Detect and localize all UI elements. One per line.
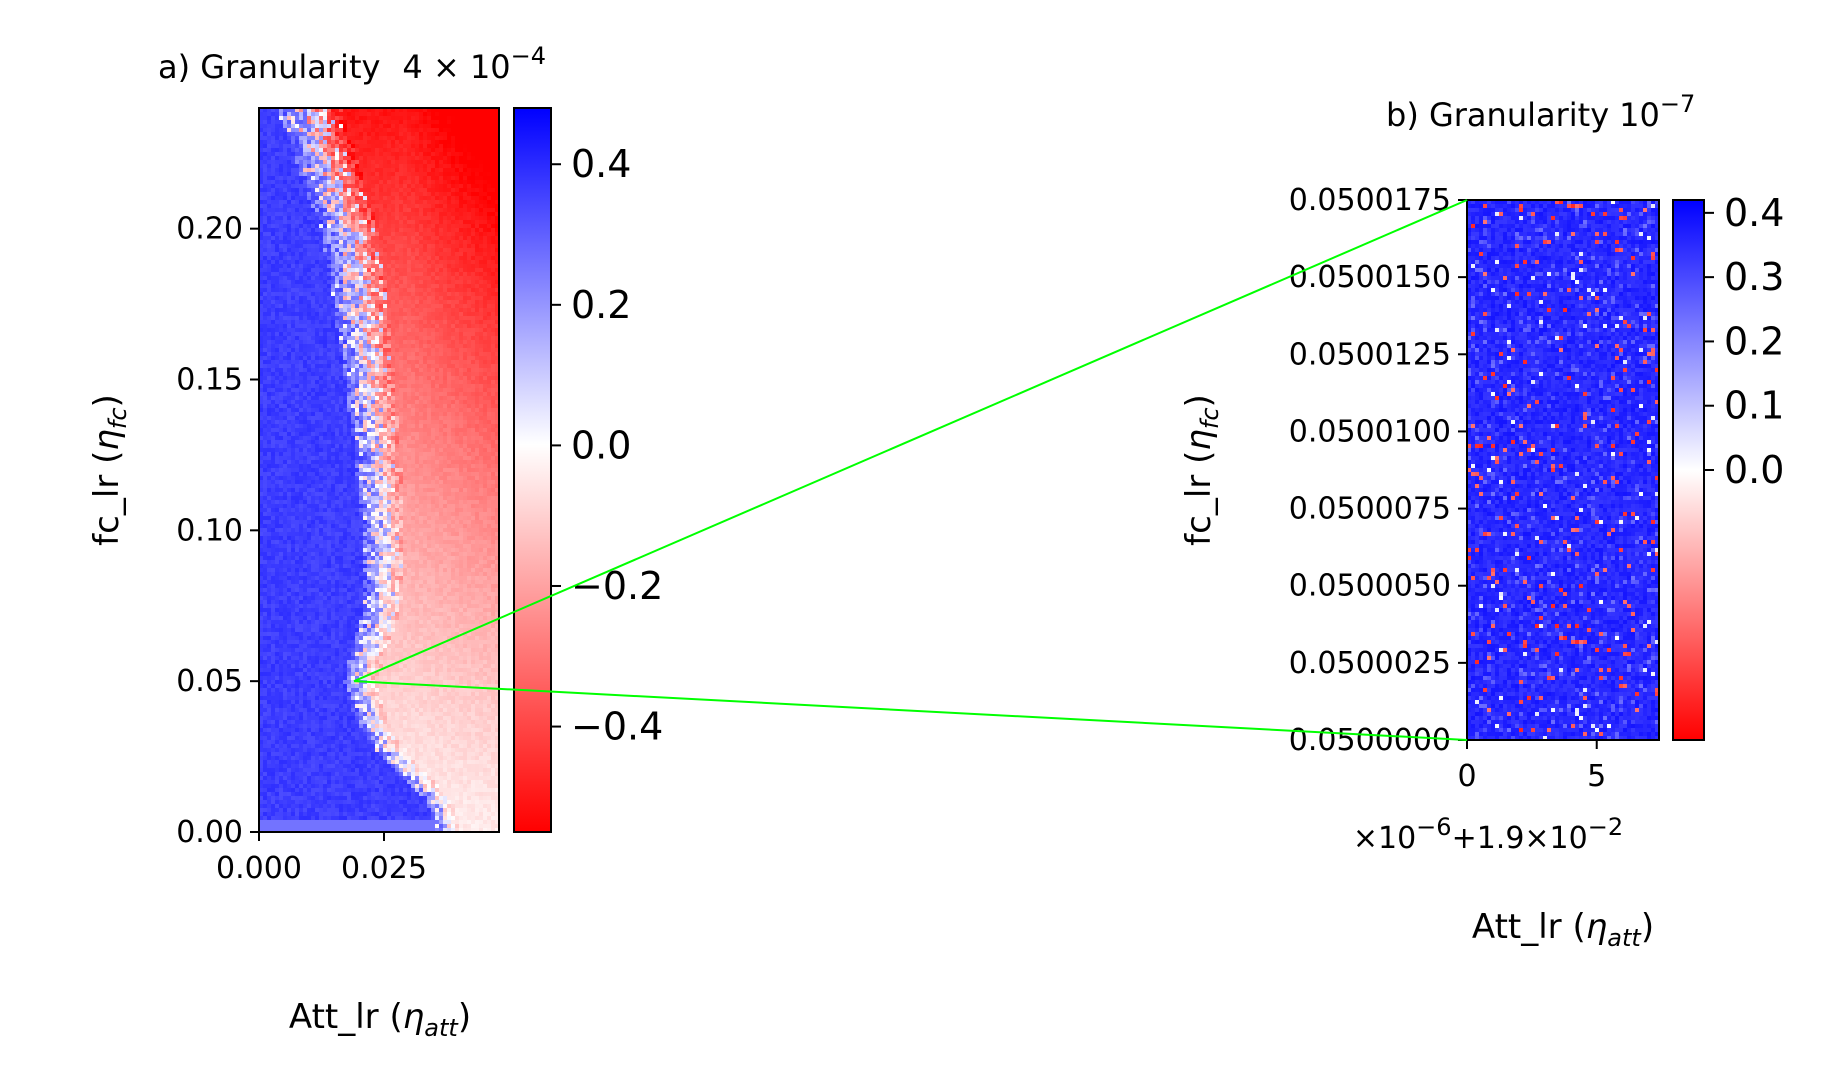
y-tick-label: 0.0500075: [1289, 492, 1451, 527]
y-tick-label: 0.0500100: [1289, 414, 1451, 449]
panel-b-y-axis: 0.0500000 0.0500025 0.0500050 0.0500075 0.05…: [1289, 183, 1467, 758]
y-tick-label: 0.10: [176, 513, 243, 548]
y-tick-label: 0.0500025: [1289, 646, 1451, 681]
panel-b-title: b) Granularity 10−7: [1386, 90, 1695, 134]
panel-a-colorbar: −0.4 −0.2 0.0 0.2 0.4: [513, 107, 663, 833]
y-tick-label: 0.20: [176, 212, 243, 247]
panel-a-y-axis: 0.00 0.05 0.10 0.15 0.20: [176, 212, 259, 850]
zoom-line-bottom: [353, 680, 1468, 741]
colorbar-tick-label: −0.2: [571, 564, 663, 608]
colorbar-tick-label: 0.2: [1724, 319, 1784, 363]
colorbar-tick-label: 0.3: [1724, 255, 1784, 299]
panel-b-colorbar: 0.0 0.1 0.2 0.3 0.4: [1672, 191, 1784, 741]
colorbar-tick-label: 0.1: [1724, 384, 1784, 428]
panel-a-heatmap: [258, 107, 500, 833]
y-tick-label: 0.05: [176, 664, 243, 699]
zoom-connector-lines: [353, 199, 1468, 741]
x-tick-label: 5: [1587, 759, 1606, 794]
x-tick-label: 0.000: [216, 851, 302, 886]
panel-b-x-offset: ×10−6+1.9×10−2: [1353, 813, 1623, 856]
colorbar-tick-label: 0.4: [1724, 191, 1784, 235]
panel-a-xlabel: Att_lr (ηatt): [289, 997, 471, 1042]
colorbar-tick-label: −0.4: [571, 705, 663, 749]
colorbar-tick-label: 0.0: [1724, 448, 1784, 492]
y-tick-label: 0.0500150: [1289, 260, 1451, 295]
y-tick-label: 0.00: [176, 815, 243, 850]
panel-b-xlabel: Att_lr (ηatt): [1472, 907, 1654, 952]
colorbar-tick-label: 0.2: [571, 283, 631, 327]
y-tick-label: 0.0500050: [1289, 569, 1451, 604]
y-tick-label: 0.15: [176, 363, 243, 398]
panel-b-heatmap: [1466, 199, 1660, 741]
panel-a-ylabel: fc_lr (ηfc): [87, 394, 132, 546]
y-tick-label: 0.0500175: [1289, 183, 1451, 218]
zoom-line-top: [353, 199, 1468, 683]
colorbar-tick-label: 0.4: [571, 142, 631, 186]
y-tick-label: 0.0500125: [1289, 337, 1451, 372]
x-tick-label: 0: [1457, 759, 1476, 794]
y-tick-label: 0.0500000: [1289, 723, 1451, 758]
colorbar-tick-label: 0.0: [571, 423, 631, 467]
panel-a-x-axis: 0.000 0.025: [216, 832, 427, 886]
x-tick-label: 0.025: [341, 851, 427, 886]
panel-b: b) Granularity 10−7 0.05000000.05000250.0…: [1179, 90, 1784, 952]
panel-b-ylabel: fc_lr (ηfc): [1179, 394, 1224, 546]
